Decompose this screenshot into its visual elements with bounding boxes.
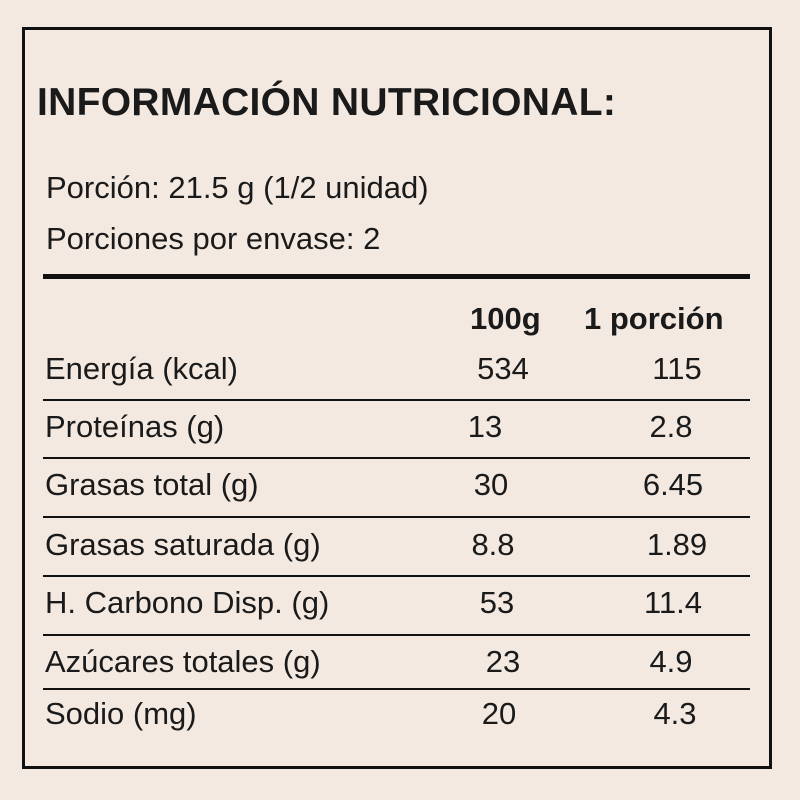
value-per-100g: 23 (485, 644, 521, 679)
row-divider (43, 688, 750, 690)
nutrient-row-total-sugars: Azúcares totales (g) 23 4.9 (43, 636, 750, 694)
row-divider (43, 457, 750, 459)
nutrient-row-carbohydrates: H. Carbono Disp. (g) 53 11.4 (43, 577, 750, 635)
column-header-portion: 1 porción (584, 301, 724, 336)
row-divider (43, 516, 750, 518)
value-per-100g: 30 (473, 467, 509, 502)
value-per-100g: 20 (481, 696, 517, 731)
nutrient-label: Energía (kcal) (45, 351, 238, 386)
servings-per-package: Porciones por envase: 2 (46, 221, 381, 256)
nutrient-row-energy: Energía (kcal) 534 115 (43, 349, 750, 407)
value-per-100g: 534 (477, 351, 529, 386)
value-per-100g: 53 (479, 585, 515, 620)
nutrient-label: Grasas total (g) (45, 467, 259, 502)
header-divider (43, 274, 750, 279)
nutrient-label: Sodio (mg) (45, 696, 197, 731)
value-per-100g: 13 (467, 409, 503, 444)
row-divider (43, 634, 750, 636)
column-header-100g: 100g (470, 301, 541, 336)
value-per-100g: 8.8 (471, 527, 515, 562)
nutrient-label: H. Carbono Disp. (g) (45, 585, 330, 620)
row-divider (43, 399, 750, 401)
nutrient-row-sodium: Sodio (mg) 20 4.3 (43, 690, 750, 748)
value-per-portion: 11.4 (643, 585, 703, 620)
value-per-portion: 6.45 (642, 467, 704, 502)
nutrient-label: Proteínas (g) (45, 409, 225, 444)
value-per-portion: 4.9 (649, 644, 693, 679)
nutrient-row-total-fat: Grasas total (g) 30 6.45 (43, 459, 750, 517)
nutrient-label: Grasas saturada (g) (45, 527, 321, 562)
nutrition-facts-panel (22, 27, 772, 769)
nutrition-title: INFORMACIÓN NUTRICIONAL: (37, 81, 617, 124)
value-per-portion: 4.3 (653, 696, 697, 731)
serving-size: Porción: 21.5 g (1/2 unidad) (46, 170, 429, 205)
value-per-portion: 2.8 (649, 409, 693, 444)
nutrient-row-protein: Proteínas (g) 13 2.8 (43, 401, 750, 459)
nutrient-row-saturated-fat: Grasas saturada (g) 8.8 1.89 (43, 518, 750, 576)
nutrient-label: Azúcares totales (g) (45, 644, 321, 679)
value-per-portion: 1.89 (646, 527, 708, 562)
row-divider (43, 575, 750, 577)
value-per-portion: 115 (652, 351, 702, 386)
